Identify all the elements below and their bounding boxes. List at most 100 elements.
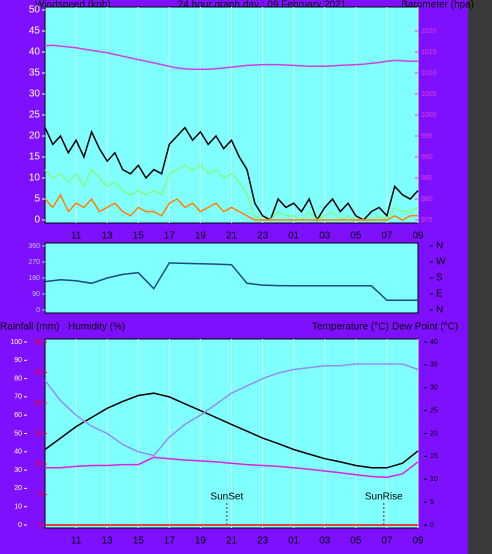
y-tick-label: 0 [18, 522, 22, 529]
chart-title: 24 hour graph day : 09 February 2021 [178, 0, 347, 11]
x-tick-label: 19 [195, 536, 207, 547]
series-line [44, 392, 419, 469]
y-tick-label: 10 [14, 504, 22, 511]
x-tick-label: 13 [102, 536, 114, 547]
y-tick-label: 50 [14, 430, 22, 437]
y-tick-label: 0 [430, 522, 434, 529]
y-tick-label: 60 [14, 412, 22, 419]
y-tick-label: 1000 [421, 112, 437, 119]
window-edge [468, 0, 492, 554]
x-tick-label: 23 [257, 231, 269, 242]
x-tick-label: 11 [71, 231, 82, 242]
y-tick-label: 10 [430, 476, 438, 483]
x-tick-label: 17 [164, 536, 176, 547]
y-tick-label: 0 [34, 215, 40, 226]
wind-axis-label: Windspeed (kph) [35, 0, 111, 11]
y-tick-label: 30 [34, 339, 42, 346]
y-tick-label: 15 [29, 152, 41, 163]
y-tick-label: 20 [14, 485, 22, 492]
y-tick-label: 35 [430, 362, 438, 369]
y-tick-label: 35 [29, 68, 41, 79]
y-tick-label: 1020 [421, 28, 437, 35]
x-tick-label: 09 [412, 536, 424, 547]
x-tick-label: 03 [319, 231, 331, 242]
y-tick-label: 20 [430, 430, 438, 437]
x-tick-label: 21 [226, 231, 238, 242]
x-tick-label: 05 [350, 536, 362, 547]
y-tick-label: 5 [34, 194, 40, 205]
y-tick-label: 45 [29, 26, 41, 37]
x-tick-label: 13 [102, 231, 114, 242]
temp-axis-label: Temperature (°C) [312, 322, 389, 333]
series-line [45, 456, 419, 479]
y-tick-label: 995 [421, 133, 433, 140]
y-tick-label: W [436, 257, 446, 268]
y-tick-label: 10 [34, 461, 42, 468]
y-tick-label: N [436, 241, 443, 252]
y-tick-label: 25 [29, 110, 41, 121]
x-tick-label: 05 [350, 231, 362, 242]
plot-area [44, 242, 419, 314]
y-tick-label: 975 [421, 217, 433, 224]
x-tick-label: 01 [288, 231, 300, 242]
y-tick-label: 40 [430, 339, 438, 346]
y-tick-label: 15 [430, 453, 438, 460]
y-tick-label: 25 [34, 369, 42, 376]
y-tick-label: 80 [14, 375, 22, 382]
y-tick-label: 15 [34, 430, 42, 437]
x-tick-label: 09 [412, 231, 424, 242]
x-tick-label: 11 [71, 536, 82, 547]
x-tick-label: 15 [133, 231, 145, 242]
x-tick-label: 17 [164, 231, 176, 242]
y-tick-label: 980 [421, 196, 433, 203]
y-tick-label: 270 [28, 259, 40, 266]
dew-axis-label: Dew Point (°C) [392, 322, 458, 333]
x-tick-label: 23 [257, 536, 269, 547]
x-tick-label: 07 [381, 536, 393, 547]
y-tick-label: 30 [430, 385, 438, 392]
rain-axis-label: Rainfall (mm) [0, 322, 59, 333]
y-tick-label: 5 [38, 491, 42, 498]
y-tick-label: 30 [14, 467, 22, 474]
y-tick-label: 990 [421, 154, 433, 161]
x-tick-label: 15 [133, 536, 145, 547]
x-tick-label: 21 [226, 536, 238, 547]
baro-axis-label: Barometer (hpa) [401, 0, 474, 11]
y-tick-label: 985 [421, 175, 433, 182]
y-tick-label: 5 [430, 499, 434, 506]
y-tick-label: 25 [430, 407, 438, 414]
y-tick-label: S [436, 273, 443, 284]
y-tick-label: 180 [28, 275, 40, 282]
y-tick-label: 0 [36, 307, 40, 314]
series-line [44, 44, 418, 70]
series-line [44, 262, 418, 301]
y-tick-label: 1010 [421, 70, 437, 77]
y-tick-label: 50 [29, 5, 41, 16]
y-tick-label: 1005 [421, 91, 437, 98]
y-tick-label: 70 [14, 394, 22, 401]
x-tick-label: 03 [319, 536, 331, 547]
x-tick-label: 07 [381, 231, 393, 242]
y-tick-label: 30 [29, 89, 41, 100]
humidity-axis-label: Humidity (%) [68, 322, 125, 333]
y-tick-label: 1015 [421, 49, 437, 56]
y-tick-label: 40 [14, 449, 22, 456]
y-tick-label: 0 [38, 522, 42, 529]
y-tick-label: 90 [32, 291, 40, 298]
y-tick-label: E [436, 289, 443, 300]
y-tick-label: 360 [28, 243, 40, 250]
x-tick-label: 19 [195, 231, 207, 242]
y-tick-label: 90 [14, 357, 22, 364]
series-line [44, 363, 419, 457]
y-tick-label: N [436, 305, 443, 316]
y-tick-label: 100 [10, 339, 22, 346]
y-tick-label: 40 [29, 47, 41, 58]
y-tick-label: 20 [34, 400, 42, 407]
series-line [44, 193, 418, 221]
series-line [44, 126, 419, 222]
y-tick-label: 20 [29, 131, 41, 142]
y-tick-label: 10 [29, 173, 41, 184]
x-tick-label: 01 [288, 536, 300, 547]
annotation: SunRise [365, 492, 403, 503]
